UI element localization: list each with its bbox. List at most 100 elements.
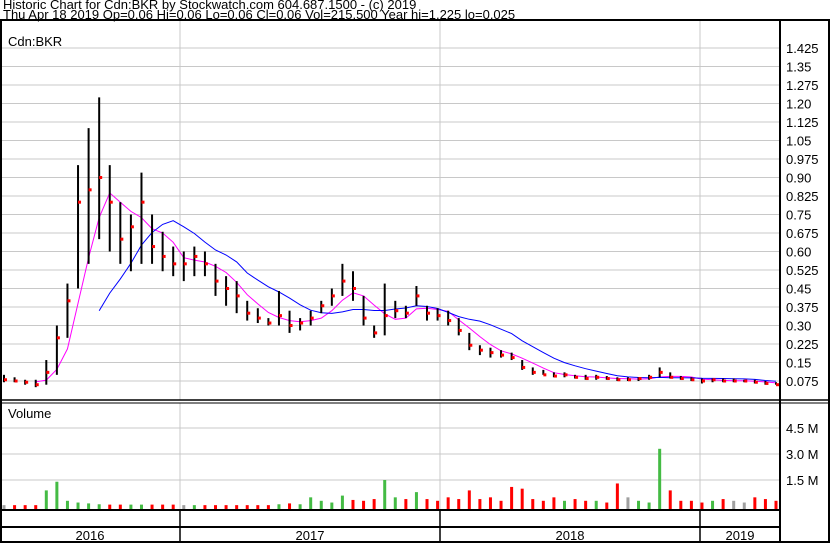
- close-tick: [14, 379, 18, 383]
- close-tick: [88, 188, 92, 192]
- close-tick: [395, 309, 399, 313]
- volume-bar: [351, 499, 355, 510]
- close-tick: [501, 353, 505, 357]
- volume-bar: [87, 503, 91, 510]
- year-label: 2016: [76, 528, 105, 543]
- close-tick: [670, 375, 674, 379]
- volume-bar: [457, 499, 461, 510]
- volume-bar: [108, 504, 112, 510]
- close-tick: [78, 200, 82, 204]
- volume-bar: [647, 502, 651, 510]
- volume-bar: [541, 500, 545, 510]
- volume-bar: [161, 504, 165, 510]
- year-label: 2018: [556, 528, 585, 543]
- volume-bar: [330, 502, 334, 510]
- price-tick-label: 0.825: [786, 189, 819, 204]
- volume-bar: [573, 499, 577, 510]
- close-tick: [56, 336, 60, 340]
- price-tick-label: 1.20: [786, 97, 811, 112]
- close-tick: [130, 225, 134, 229]
- close-tick: [247, 311, 251, 315]
- close-tick: [109, 200, 113, 204]
- price-tick-label: 0.375: [786, 300, 819, 315]
- close-tick: [437, 314, 441, 318]
- close-tick: [701, 379, 705, 383]
- volume-bar: [488, 497, 492, 510]
- volume-bar: [615, 483, 619, 510]
- volume-bar: [129, 504, 133, 510]
- close-tick: [321, 304, 325, 308]
- volume-bar: [383, 480, 387, 510]
- close-tick: [384, 314, 388, 318]
- price-tick-label: 0.90: [786, 171, 811, 186]
- close-tick: [46, 370, 50, 374]
- volume-bar: [499, 500, 503, 510]
- volume-tick-label: 4.5 M: [786, 421, 819, 436]
- volume-bar: [97, 504, 101, 510]
- volume-bar: [393, 497, 397, 510]
- close-tick: [532, 370, 536, 374]
- close-tick: [543, 373, 547, 377]
- volume-bar: [266, 505, 270, 510]
- volume-bar: [224, 505, 228, 510]
- close-tick: [226, 287, 230, 290]
- volume-bar: [425, 499, 429, 510]
- ma-long-line: [98, 220, 777, 382]
- volume-bar: [150, 504, 154, 510]
- price-tick-label: 0.075: [786, 374, 819, 389]
- volume-bar: [44, 490, 48, 510]
- close-tick: [289, 324, 293, 327]
- volume-bar: [65, 500, 69, 510]
- close-tick: [649, 375, 653, 379]
- volume-bar: [372, 499, 376, 510]
- close-tick: [99, 176, 103, 179]
- close-tick: [754, 380, 758, 384]
- volume-bar: [13, 505, 17, 510]
- volume-bar: [139, 504, 143, 510]
- close-tick: [300, 321, 304, 325]
- volume-bar: [192, 505, 196, 510]
- close-tick: [268, 321, 272, 325]
- volume-tick-label: 3.0 M: [786, 447, 819, 462]
- close-tick: [35, 383, 39, 387]
- close-tick: [405, 311, 409, 315]
- volume-bar: [562, 500, 566, 510]
- close-tick: [67, 299, 71, 303]
- ma-short-line: [35, 192, 777, 384]
- volume-bar: [23, 505, 27, 510]
- close-tick: [691, 378, 695, 382]
- price-tick-label: 0.15: [786, 356, 811, 371]
- close-tick: [617, 378, 621, 382]
- volume-bar: [742, 502, 746, 510]
- volume-bar: [478, 499, 482, 510]
- close-tick: [352, 287, 356, 290]
- chart-frame: [0, 19, 830, 543]
- close-tick: [152, 245, 156, 249]
- close-tick: [427, 311, 431, 315]
- volume-bar: [309, 497, 313, 510]
- close-tick: [479, 348, 483, 352]
- close-tick: [162, 254, 166, 258]
- volume-bar: [594, 500, 598, 510]
- close-tick: [744, 379, 748, 383]
- volume-bar: [520, 488, 524, 510]
- close-tick: [606, 377, 610, 381]
- volume-bar: [235, 505, 239, 510]
- close-tick: [120, 237, 124, 241]
- close-tick: [204, 262, 208, 266]
- year-label: 2019: [726, 528, 755, 543]
- volume-bar: [637, 500, 641, 510]
- price-panel-label: Cdn:BKR: [8, 34, 62, 49]
- close-tick: [257, 316, 261, 320]
- volume-panel-label: Volume: [8, 406, 51, 421]
- close-tick: [575, 375, 579, 379]
- close-tick: [522, 365, 526, 369]
- axis-labels: Cdn:BKR Volume 1.425 1.35 1.275 1.20 1.125 1.…: [8, 34, 819, 543]
- volume-bar: [700, 502, 704, 510]
- volume-bar: [531, 499, 535, 510]
- volume-bar: [679, 500, 683, 510]
- price-tick-label: 1.125: [786, 115, 819, 130]
- volume-bar: [319, 500, 323, 510]
- volume-bar: [605, 502, 609, 510]
- volume-bar: [552, 497, 556, 510]
